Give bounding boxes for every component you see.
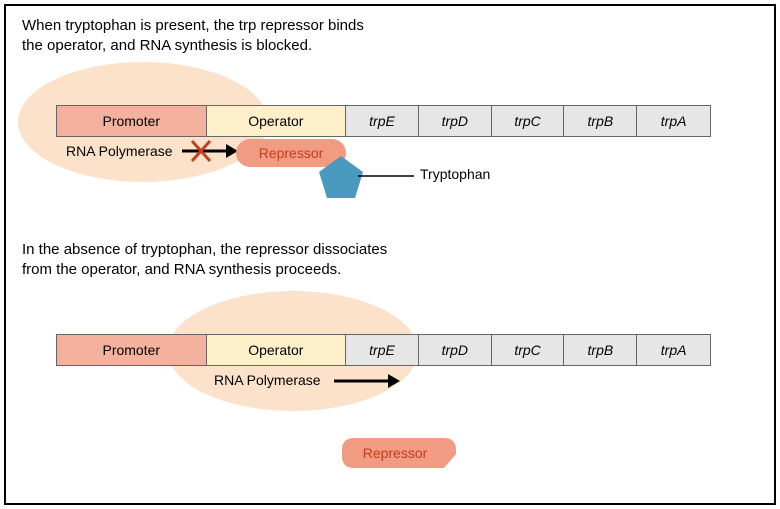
trpD-segment-2: trpD <box>419 335 492 365</box>
trpB-segment-1: trpB <box>564 106 637 136</box>
trpA-segment-1: trpA <box>637 106 710 136</box>
tryptophan-leader-line <box>358 172 418 180</box>
repressor-unbound: Repressor <box>340 436 458 470</box>
rna-polymerase-label-2: RNA Polymerase <box>214 372 321 388</box>
proceed-arrow <box>332 370 402 392</box>
trpB-segment-2: trpB <box>564 335 637 365</box>
caption-1-line-1: When tryptophan is present, the trp repr… <box>22 16 364 36</box>
trpC-segment-2: trpC <box>492 335 565 365</box>
blocked-arrow <box>180 138 240 164</box>
caption-2: In the absence of tryptophan, the repres… <box>22 240 387 279</box>
caption-1: When tryptophan is present, the trp repr… <box>22 16 364 55</box>
rna-polymerase-label-1: RNA Polymerase <box>66 143 173 159</box>
operator-segment-1: Operator <box>207 106 347 136</box>
caption-2-line-2: from the operator, and RNA synthesis pro… <box>22 260 387 280</box>
tryptophan-label: Tryptophan <box>420 166 490 182</box>
promoter-segment-1: Promoter <box>57 106 207 136</box>
operon-track-1: Promoter Operator trpE trpD trpC trpB tr… <box>56 105 711 137</box>
trpD-segment-1: trpD <box>419 106 492 136</box>
operon-track-2: Promoter Operator trpE trpD trpC trpB tr… <box>56 334 711 366</box>
trpC-segment-1: trpC <box>492 106 565 136</box>
trpE-segment-2: trpE <box>346 335 419 365</box>
caption-1-line-2: the operator, and RNA synthesis is block… <box>22 36 364 56</box>
promoter-segment-2: Promoter <box>57 335 207 365</box>
caption-2-line-1: In the absence of tryptophan, the repres… <box>22 240 387 260</box>
trpA-segment-2: trpA <box>637 335 710 365</box>
repressor-unbound-text: Repressor <box>363 445 428 461</box>
operator-segment-2: Operator <box>207 335 347 365</box>
diagram-frame: When tryptophan is present, the trp repr… <box>4 4 776 505</box>
trpE-segment-1: trpE <box>346 106 419 136</box>
